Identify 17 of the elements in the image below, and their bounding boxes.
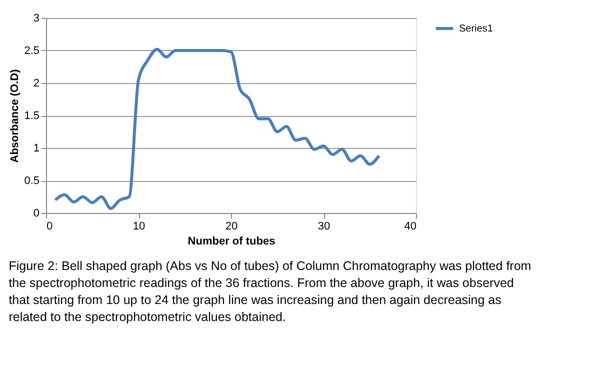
x-tick-label: 10	[132, 220, 146, 232]
y-axis-title: Absorbance (O.D)	[9, 68, 22, 163]
y-tick-label: 2.5	[24, 45, 40, 57]
legend-label: Series1	[459, 24, 494, 34]
y-tick-label: 1	[33, 142, 40, 154]
x-tick-label: 40	[404, 220, 416, 232]
x-tick-label: 30	[318, 220, 330, 232]
line-series	[54, 48, 380, 210]
x-axis-title: Number of tubes	[188, 236, 276, 248]
y-tick-label: 2	[33, 78, 40, 90]
y-tick-label: 0	[33, 208, 40, 220]
y-tick-label: 1.5	[24, 110, 40, 122]
y-tick-label: 3	[33, 12, 40, 24]
x-tick-label: 20	[225, 220, 238, 232]
x-tick-label: 0	[46, 220, 53, 232]
caption: Figure 2: Bell shaped graph (Abs vs No of tubes) of Column Chromatography was plotted from the spectrophotometric readings of the 36 fractions. From the above graph, it was observed that starting from 10 up to 24 the graph line was increasing and then again decreasing as related to the spectrophotometric values obtained.	[8, 259, 532, 324]
y-tick-label: 0.5	[24, 175, 40, 187]
